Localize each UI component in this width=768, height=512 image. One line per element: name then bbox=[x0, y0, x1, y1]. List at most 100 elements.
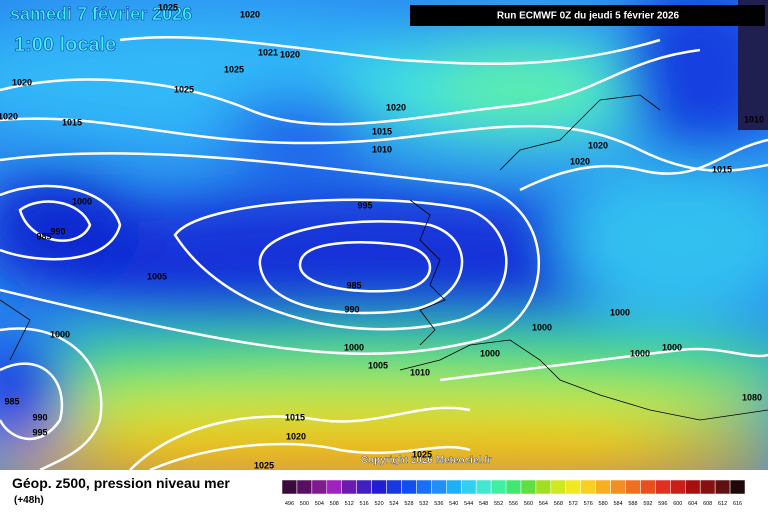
colorbar-cell bbox=[326, 479, 342, 495]
colorbar-cell bbox=[281, 479, 298, 495]
isobar-label: 1020 bbox=[280, 49, 300, 59]
colorbar-label: 532 bbox=[419, 501, 428, 507]
colorbar-cell bbox=[371, 479, 387, 495]
colorbar-cell bbox=[401, 479, 417, 495]
colorbar-label: 568 bbox=[554, 501, 563, 507]
colorbar: 496 500 504 508 512 516 520 524 528 532 536 540 544 5… bbox=[281, 479, 746, 507]
isobar-label: 995 bbox=[357, 200, 372, 210]
colorbar-cell bbox=[341, 479, 357, 495]
isobar-label: 995 bbox=[32, 427, 47, 437]
isobar-label: 1015 bbox=[62, 117, 82, 127]
isobar-label: 1025 bbox=[158, 2, 178, 12]
colorbar-cell bbox=[565, 479, 581, 495]
colorbar-cell bbox=[699, 479, 716, 495]
colorbar-cell bbox=[520, 479, 537, 495]
colorbar-label: 516 bbox=[360, 501, 369, 507]
colorbar-label: 580 bbox=[599, 501, 608, 507]
colorbar-cell bbox=[550, 479, 567, 495]
isobar-label: 1000 bbox=[662, 342, 682, 352]
isobar-label: 1000 bbox=[532, 322, 552, 332]
isobar-label: 1020 bbox=[386, 102, 406, 112]
colorbar-label: 604 bbox=[688, 501, 697, 507]
isobar-label: 1020 bbox=[286, 431, 306, 441]
colorbar-cell bbox=[580, 479, 596, 495]
colorbar-label: 596 bbox=[658, 501, 667, 507]
isobar-label: 1000 bbox=[610, 307, 630, 317]
colorbar-label: 564 bbox=[539, 501, 548, 507]
isobar-label: 1020 bbox=[12, 77, 32, 87]
isobar-label: 1000 bbox=[630, 348, 650, 358]
isobar-label: 1020 bbox=[570, 156, 590, 166]
isobar-label: 1005 bbox=[147, 271, 167, 281]
colorbar-cell bbox=[610, 479, 626, 495]
colorbar-label: 552 bbox=[494, 501, 503, 507]
isobar-label: 1000 bbox=[480, 348, 500, 358]
colorbar-label: 612 bbox=[718, 501, 727, 507]
colorbar-label: 536 bbox=[434, 501, 443, 507]
colorbar-label: 560 bbox=[524, 501, 533, 507]
isobar-label: 1005 bbox=[368, 360, 388, 370]
colorbar-label: 500 bbox=[300, 501, 309, 507]
isobar-label: 990 bbox=[32, 412, 47, 422]
colorbar-cell bbox=[460, 479, 477, 495]
isobar-label: 1010 bbox=[410, 367, 430, 377]
colorbar-label: 592 bbox=[643, 501, 652, 507]
colorbar-cell bbox=[356, 479, 372, 495]
colorbar-label: 512 bbox=[345, 501, 354, 507]
copyright: Copyright 2026 Meteociel.fr bbox=[361, 455, 492, 466]
colorbar-label: 600 bbox=[673, 501, 682, 507]
colorbar-cell bbox=[535, 479, 552, 495]
isobar-label: 1000 bbox=[344, 342, 364, 352]
isobar-label: 1000 bbox=[50, 329, 70, 339]
map-time: 1:00 locale bbox=[14, 34, 116, 56]
colorbar-cell bbox=[311, 479, 328, 495]
coastlines bbox=[0, 94, 768, 421]
colorbar-label: 556 bbox=[509, 501, 518, 507]
colorbar-cell bbox=[640, 479, 656, 495]
colorbar-cell bbox=[685, 479, 701, 495]
isobar-label: 990 bbox=[50, 226, 65, 236]
isobar-label: 1025 bbox=[412, 449, 432, 459]
colorbar-label: 572 bbox=[569, 501, 578, 507]
colorbar-label: 504 bbox=[315, 501, 324, 507]
isobars bbox=[0, 36, 768, 470]
run-banner bbox=[410, 5, 765, 26]
isobar-label: 1021 bbox=[258, 47, 278, 57]
isobar-label: 1020 bbox=[240, 9, 260, 19]
isobar-label: 985 bbox=[36, 231, 51, 241]
isobar-label: 985 bbox=[4, 396, 19, 406]
colorbar-cell bbox=[670, 479, 686, 495]
colorbar-label: 548 bbox=[479, 501, 488, 507]
colorbar-label: 528 bbox=[404, 501, 413, 507]
colorbar-cell bbox=[625, 479, 641, 495]
colorbar-label: 588 bbox=[628, 501, 637, 507]
colorbar-label: 508 bbox=[330, 501, 339, 507]
map-date: samedi 7 février 2026 bbox=[10, 4, 192, 24]
isobar-label: 1000 bbox=[72, 196, 92, 206]
isobar-label: 1010 bbox=[744, 114, 764, 124]
footer-title: Géop. z500, pression niveau mer bbox=[12, 475, 230, 491]
colorbar-label: 544 bbox=[464, 501, 473, 507]
colorbar-cell bbox=[729, 479, 746, 495]
isobar-label: 1020 bbox=[0, 111, 18, 121]
isobar-label: 1025 bbox=[224, 64, 244, 74]
colorbar-cell bbox=[475, 479, 492, 495]
isobar-label: 990 bbox=[344, 304, 359, 314]
colorbar-label: 576 bbox=[584, 501, 593, 507]
isobar-label: 1020 bbox=[588, 140, 608, 150]
isobar-label: 1025 bbox=[254, 460, 274, 470]
isobar-label: 1015 bbox=[372, 126, 392, 136]
isobar-label: 1080 bbox=[742, 392, 762, 402]
footer-lead: (+48h) bbox=[14, 495, 44, 506]
colorbar-label: 496 bbox=[285, 501, 294, 507]
colorbar-label: 520 bbox=[374, 501, 383, 507]
colorbar-cell bbox=[386, 479, 402, 495]
isobar-label: 1025 bbox=[174, 84, 194, 94]
isobar-label: 1010 bbox=[372, 144, 392, 154]
isobar-label: 1015 bbox=[712, 164, 732, 174]
colorbar-cell bbox=[490, 479, 507, 495]
colorbar-cell bbox=[655, 479, 671, 495]
